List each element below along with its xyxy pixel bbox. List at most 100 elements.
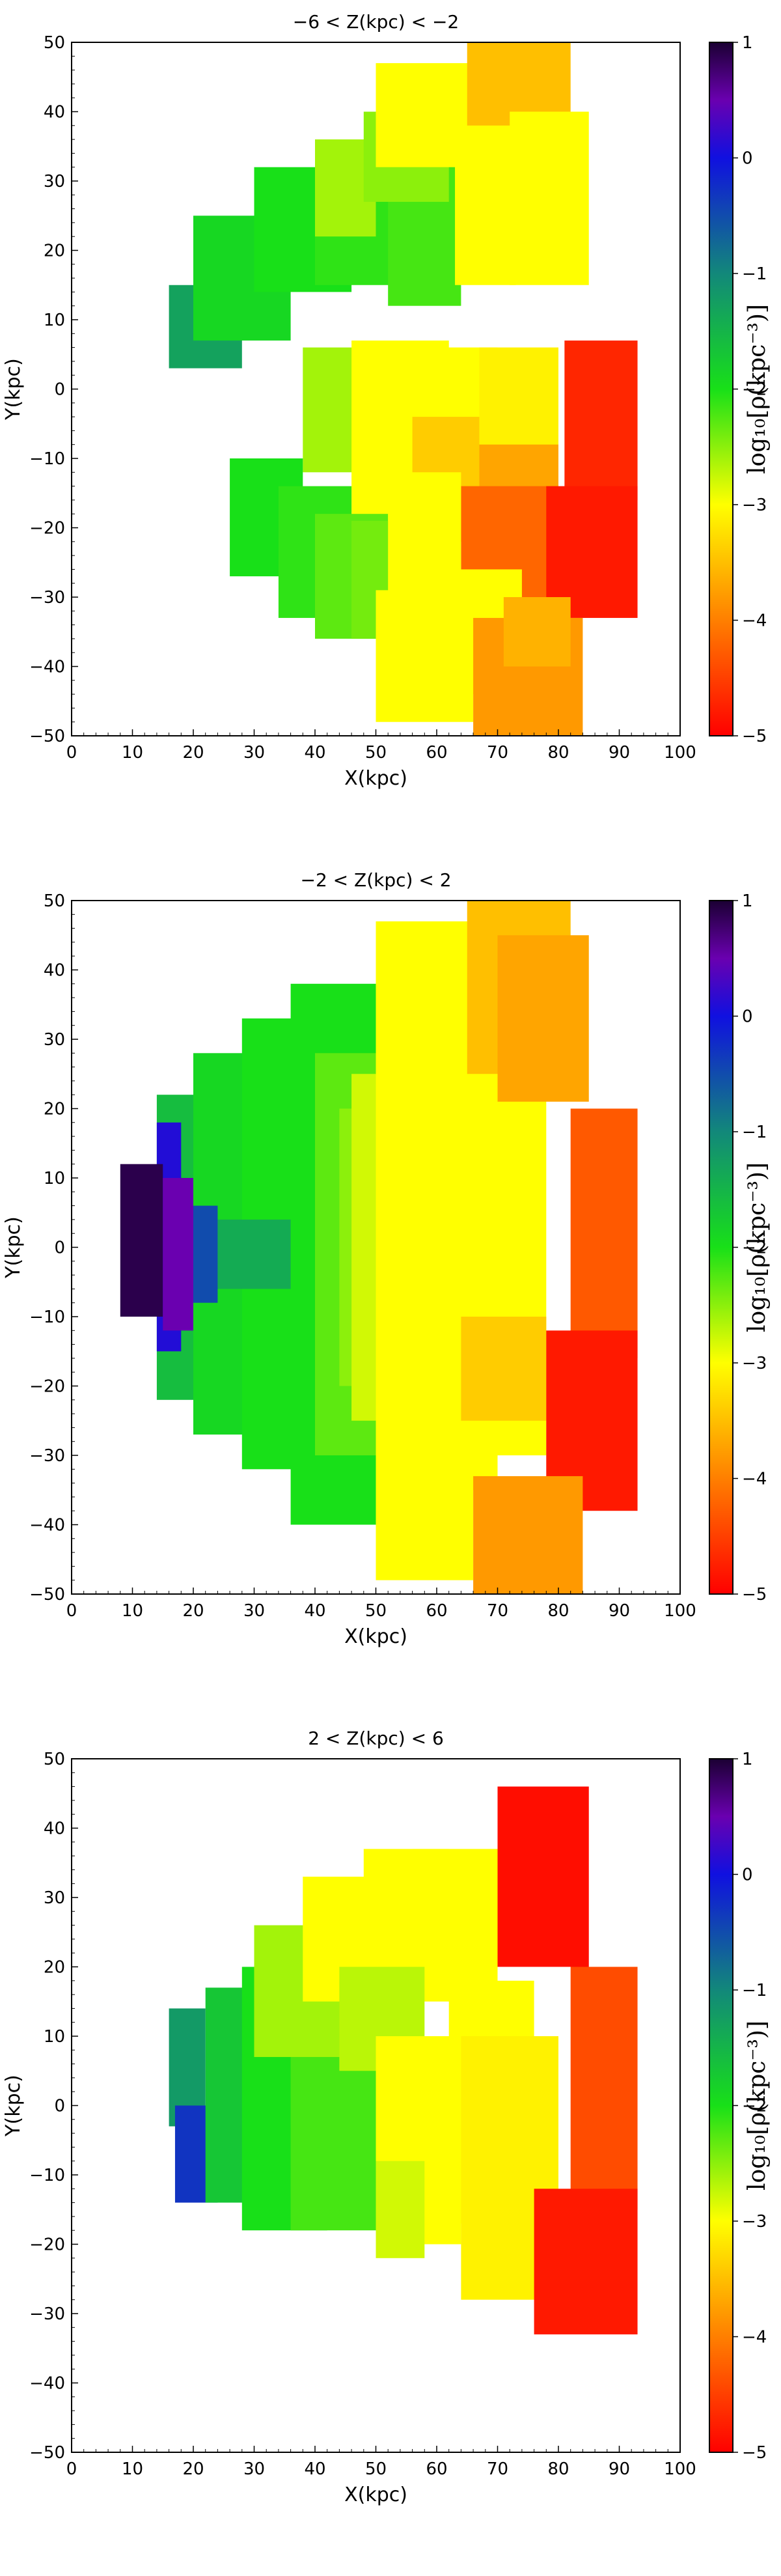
y-tick-label: −10 [29,449,65,469]
colorbar-tick-label: −1 [742,264,767,284]
x-tick-label: 0 [66,743,77,763]
colorbar-tick-label: −4 [742,611,767,631]
x-tick-label: 90 [609,2459,630,2479]
x-tick-label: 10 [122,1601,143,1621]
x-tick-label: 0 [66,1601,77,1621]
y-tick-label: 10 [44,311,65,330]
y-tick-label: 30 [44,1030,65,1050]
colorbar-tick-label: −3 [742,496,767,515]
density-cell-11 [376,2161,425,2258]
y-tick-label: 0 [54,1239,65,1258]
density-cell-16 [217,1219,291,1289]
density-map-panel-1: 0 10 20 30 40 50 60 70 80 90 100 50 40 30 20 10 0 −10 −20−… [0,0,781,858]
x-tick-label: 20 [182,1601,204,1621]
x-tick-label: 80 [547,1601,569,1621]
density-cell-12 [497,935,589,1102]
colorbar-tick-label: −3 [742,1354,767,1373]
density-cell-28 [503,597,571,667]
y-tick-label: −20 [29,1377,65,1397]
chart-title: 2 < Z(kpc) < 6 [308,1728,444,1749]
x-tick-label: 80 [547,743,569,763]
colorbar-label: log₁₀[ρ(kpc⁻³)] [744,304,771,474]
x-tick-label: 100 [664,1601,696,1621]
y-tick-label: 50 [44,891,65,911]
density-cell-8 [412,1849,498,2002]
x-tick-label: 90 [609,743,630,763]
density-cell-15 [473,1476,583,1594]
x-tick-label: 30 [243,1601,265,1621]
x-tick-label: 80 [547,2459,569,2479]
x-tick-label: 100 [664,743,696,763]
y-tick-label: −40 [29,658,65,677]
density-cell-19 [546,486,638,618]
density-cells [120,901,638,1594]
x-tick-label: 10 [122,743,143,763]
y-axis-label: Y(kpc) [2,358,25,421]
y-tick-label: −50 [29,1585,65,1604]
x-tick-label: 40 [304,1601,325,1621]
colorbar-tick-label: 0 [742,1007,753,1027]
y-tick-label: 10 [44,2027,65,2047]
x-tick-label: 60 [426,743,447,763]
colorbar-tick-label: −3 [742,2212,767,2232]
colorbar-label: log₁₀[ρ(kpc⁻³)] [744,1162,771,1332]
colorbar-tick-label: −4 [742,2328,767,2347]
y-tick-label: 0 [54,380,65,400]
colorbar-tick-label: −1 [742,1981,767,2000]
x-tick-label: 50 [365,2459,387,2479]
density-map-panel-2: 0 10 20 30 40 50 60 70 80 90 100 50 40 30 20 10 0 −10 −20−… [0,858,781,1716]
colorbar-label: log₁₀[ρ(kpc⁻³)] [744,2021,771,2191]
colorbar-tick-label: 0 [742,1866,753,1885]
y-tick-label: 30 [44,1888,65,1908]
density-cell-18 [564,340,638,500]
density-cell-10 [510,111,589,285]
density-map-panel-3: 0 10 20 30 40 50 60 70 80 90 100 50 40 30 20 10 0 −10 −20−… [0,1716,781,2575]
y-tick-label: −10 [29,1308,65,1327]
x-tick-label: 70 [487,743,508,763]
x-axis-label: X(kpc) [344,1625,407,1648]
x-tick-label: 70 [487,2459,508,2479]
y-tick-label: −30 [29,2304,65,2324]
density-map-chart-2: 0 10 20 30 40 50 60 70 80 90 10050403020100−10−20−… [2,869,771,1648]
y-tick-label: 50 [44,1750,65,1769]
density-cell-16 [534,2189,638,2334]
y-tick-label: −40 [29,1516,65,1535]
y-tick-label: −40 [29,2374,65,2394]
x-tick-label: 50 [365,743,387,763]
density-cell-10 [461,1317,547,1421]
y-tick-label: 10 [44,1169,65,1188]
density-map-chart-1: 0 10 20 30 40 50 60 70 80 90 10050403020100−10−20−… [2,11,771,790]
x-tick-label: 30 [243,2459,265,2479]
x-axis-label: X(kpc) [344,2484,407,2506]
x-tick-label: 20 [182,743,204,763]
y-tick-label: 0 [54,2097,65,2116]
x-tick-label: 30 [243,743,265,763]
y-axis-label: Y(kpc) [2,1216,25,1279]
x-tick-label: 0 [66,2459,77,2479]
x-tick-label: 40 [304,2459,325,2479]
colorbar-tick-label: −1 [742,1123,767,1142]
colorbar-tick-label: −5 [742,727,767,746]
colorbar-tick-label: −4 [742,1470,767,1489]
x-tick-label: 20 [182,2459,204,2479]
y-tick-label: 20 [44,242,65,261]
x-tick-label: 10 [122,2459,143,2479]
x-tick-label: 70 [487,1601,508,1621]
density-map-chart-3: 0 10 20 30 40 50 60 70 80 90 10050403020100−10−20−… [2,1728,771,2506]
x-tick-label: 90 [609,1601,630,1621]
y-tick-label: 20 [44,1100,65,1119]
x-tick-label: 100 [664,2459,696,2479]
colorbar [709,900,733,1595]
density-cell-20 [163,1178,193,1331]
y-tick-label: −30 [29,588,65,608]
x-tick-label: 60 [426,1601,447,1621]
x-tick-label: 40 [304,743,325,763]
colorbar-tick-label: −2 [742,380,767,400]
density-cell-15 [570,1967,638,2210]
density-cell-19 [120,1164,163,1317]
y-tick-label: −10 [29,2166,65,2185]
y-tick-label: 40 [44,1819,65,1839]
colorbar [709,42,733,736]
chart-title: −6 < Z(kpc) < −2 [293,11,459,33]
y-tick-label: 30 [44,172,65,191]
